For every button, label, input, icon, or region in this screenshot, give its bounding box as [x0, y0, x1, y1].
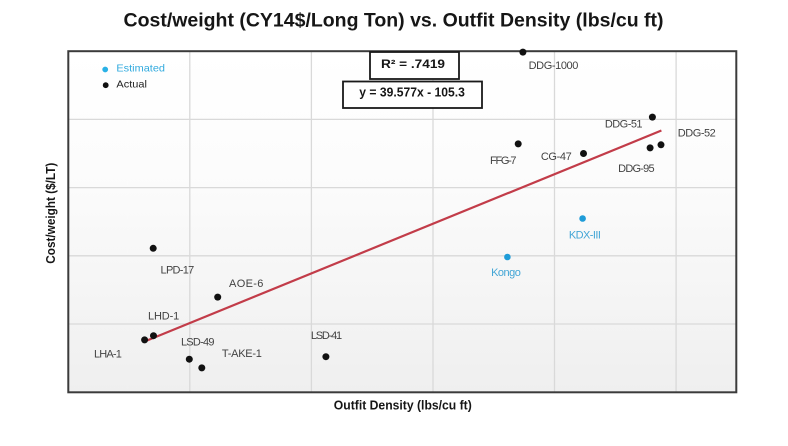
- svg-text:Cost/weight ($/LT): Cost/weight ($/LT): [44, 163, 58, 264]
- svg-text:LHA-1: LHA-1: [94, 349, 122, 361]
- svg-text:FFG-7: FFG-7: [490, 155, 517, 167]
- svg-text:LSD-41: LSD-41: [311, 330, 342, 342]
- svg-text:KDX-III: KDX-III: [569, 230, 601, 242]
- svg-text:DDG-52: DDG-52: [678, 128, 716, 140]
- svg-text:Actual: Actual: [116, 79, 146, 91]
- svg-text:LPD-17: LPD-17: [161, 265, 195, 277]
- svg-text:T-AKE-1: T-AKE-1: [222, 348, 262, 360]
- svg-text:DDG-51: DDG-51: [605, 119, 643, 131]
- svg-text:AOE-6: AOE-6: [229, 278, 263, 290]
- svg-text:Cost/weight (CY14$/Long Ton) v: Cost/weight (CY14$/Long Ton) vs. Outfit …: [124, 11, 664, 32]
- svg-text:LHD-1: LHD-1: [148, 310, 179, 322]
- svg-text:Estimated: Estimated: [116, 63, 165, 75]
- svg-text:y = 39.577x - 105.3: y = 39.577x - 105.3: [359, 86, 465, 100]
- svg-text:R² = .7419: R² = .7419: [381, 57, 445, 71]
- svg-text:Outfit Density (lbs/cu ft): Outfit Density (lbs/cu ft): [334, 398, 472, 412]
- svg-text:DDG-95: DDG-95: [618, 163, 655, 175]
- svg-text:Kongo: Kongo: [491, 267, 521, 279]
- svg-text:CG-47: CG-47: [541, 151, 572, 163]
- svg-text:DDG-1000: DDG-1000: [529, 60, 579, 72]
- svg-text:LSD-49: LSD-49: [181, 337, 215, 349]
